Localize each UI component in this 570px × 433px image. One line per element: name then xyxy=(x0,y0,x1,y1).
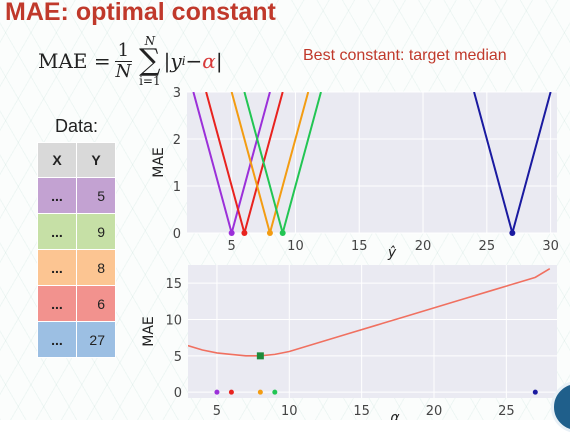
plot-area xyxy=(187,92,557,233)
y-axis-label: MAE xyxy=(141,316,157,347)
x-tick-label: 25 xyxy=(479,239,496,254)
abs-error-line xyxy=(473,92,552,233)
slide-title: MAE: optimal constant xyxy=(5,0,276,26)
optimum-marker xyxy=(256,352,264,360)
plot-area xyxy=(188,265,557,398)
target-point xyxy=(241,230,248,236)
header-x: X xyxy=(37,142,77,178)
formula-alpha: α xyxy=(202,49,216,73)
formula-minus: − xyxy=(185,49,203,73)
charts-canvas: 5 10 15 20 25 30 0 1 2 3 MAE ŷ 5 10 15 20 25 0 5 10 15 MAE α xyxy=(141,86,559,420)
abs-close: | xyxy=(215,49,223,73)
y-tick-label: 10 xyxy=(165,314,182,329)
y-tick-label: 0 xyxy=(173,227,181,242)
x-tick-label: 10 xyxy=(287,239,304,254)
sum-upper-limit: N xyxy=(144,34,156,48)
bottom-chart-mae-curve: 5 10 15 20 25 0 5 10 15 MAE α xyxy=(141,265,557,420)
y-tick-label: 0 xyxy=(174,386,182,401)
header-y: Y xyxy=(76,142,116,178)
fraction-denominator: N xyxy=(115,60,132,82)
x-tick-label: 15 xyxy=(351,239,368,254)
y-tick-label: 1 xyxy=(173,180,181,195)
x-tick-label: 5 xyxy=(213,404,221,419)
top-chart-abs-error: 5 10 15 20 25 30 0 1 2 3 MAE ŷ xyxy=(151,86,559,261)
target-point xyxy=(266,230,273,236)
y-axis-label: MAE xyxy=(151,147,167,178)
summation: N ∑ i=1 xyxy=(139,35,161,87)
x-axis-label: α xyxy=(390,410,400,420)
table-row: ... 9 xyxy=(37,213,116,250)
sigma-symbol: ∑ xyxy=(139,43,161,78)
target-dot xyxy=(532,389,538,395)
x-axis-label: ŷ xyxy=(387,245,397,261)
curve-group xyxy=(188,267,551,357)
cell-y: 5 xyxy=(76,177,116,214)
abs-open: | xyxy=(163,49,171,73)
table-header-row: X Y xyxy=(37,142,116,178)
table-row: ... 6 xyxy=(37,285,116,322)
x-tick-label: 5 xyxy=(228,239,236,254)
x-tick-label: 15 xyxy=(353,404,370,419)
x-tick-label: 20 xyxy=(426,404,443,419)
data-label: Data: xyxy=(55,116,99,136)
x-tick-label: 20 xyxy=(415,239,432,254)
target-point xyxy=(509,230,516,236)
formula-y: y xyxy=(170,49,182,73)
abs-error-line xyxy=(230,92,310,233)
mae-curve xyxy=(188,267,551,357)
y-tick-label: 3 xyxy=(173,86,181,101)
data-table: X Y ... 5 ... 9 ... 8 ... 6 ... 27 xyxy=(37,142,116,358)
x-tick-label: 10 xyxy=(281,404,298,419)
table-row: ... 5 xyxy=(37,177,116,214)
target-dot xyxy=(214,389,220,395)
cell-y: 6 xyxy=(76,285,116,322)
series-group xyxy=(192,92,552,233)
abs-error-line xyxy=(243,92,322,233)
y-tick-label: 2 xyxy=(173,133,181,148)
abs-error-line xyxy=(205,92,284,233)
y-tick-label: 15 xyxy=(165,277,182,292)
fraction-numerator: 1 xyxy=(114,40,133,62)
formula-y-subscript: i xyxy=(181,54,186,68)
sum-lower-limit: i=1 xyxy=(139,74,161,88)
x-tick-label: 25 xyxy=(498,404,515,419)
cell-x: ... xyxy=(37,321,77,358)
x-tick-label: 30 xyxy=(542,239,559,254)
cell-x: ... xyxy=(37,249,77,286)
target-dot xyxy=(272,389,278,395)
cell-y: 27 xyxy=(76,321,116,358)
target-dot xyxy=(257,389,263,395)
target-dot xyxy=(228,389,234,395)
y-tick-label: 5 xyxy=(174,350,182,365)
cell-x: ... xyxy=(37,285,77,322)
target-point xyxy=(279,230,286,236)
formula-lhs: MAE = xyxy=(38,49,111,73)
table-row: ... 27 xyxy=(37,321,116,358)
formula-fraction: 1 N xyxy=(114,40,133,82)
best-constant-note: Best constant: target median xyxy=(303,47,507,64)
target-point xyxy=(228,230,235,236)
